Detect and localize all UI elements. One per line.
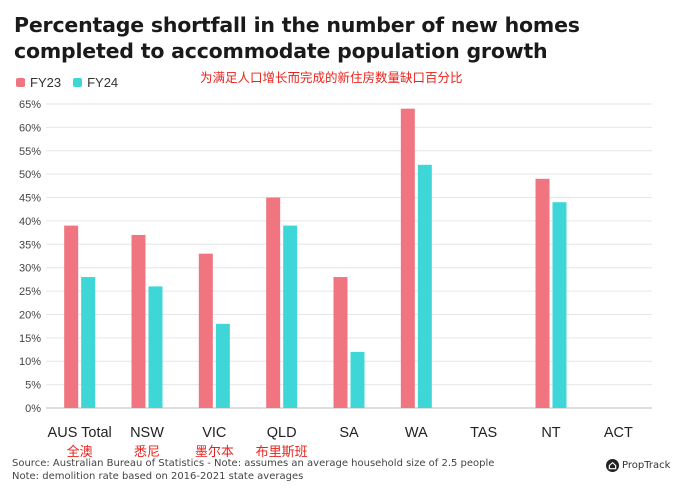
y-tick-label: 5% [25,380,41,392]
demolition-note: Note: demolition rate based on 2016-2021… [12,471,304,482]
x-tick-label: ACT [604,425,633,441]
y-tick-label: 65% [19,99,41,111]
y-tick-label: 45% [19,193,41,205]
source-note: Source: Australian Bureau of Statistics … [12,458,495,469]
x-tick-translation: 墨尔本 [195,445,234,458]
x-tick-label: SA [339,425,359,441]
bar-fy24 [215,323,230,408]
brand-name: PropTrack [622,460,671,471]
y-tick-label: 30% [19,263,41,275]
legend-item-fy23: FY23 [16,75,61,90]
x-tick-translation: 全澳 [67,444,93,458]
x-tick-translation: 布里斯班 [256,445,308,458]
bar-fy24 [552,202,567,408]
y-tick-label: 60% [19,122,41,134]
bar-fy23 [400,108,415,408]
chart-title: Percentage shortfall in the number of ne… [14,13,580,63]
y-tick-label: 10% [19,356,41,368]
bar-fy24 [283,225,298,408]
x-tick-label: TAS [470,425,497,441]
y-tick-label: 25% [19,286,41,298]
bar-fy23 [64,225,79,408]
chinese-title-annotation: 为满足人口增长而完成的新住房数量缺口百分比 [200,70,463,85]
y-tick-label: 15% [19,333,41,345]
x-tick-label: NSW [130,425,164,441]
legend-item-fy24: FY24 [73,75,118,90]
y-tick-label: 55% [19,146,41,158]
legend-label-fy23: FY23 [30,74,62,90]
bar-chart: 0% 5% 10% 15% 20% 25% 30% 35% 40% 45% 50% 55% 60% 65%… [19,99,652,458]
legend-label-fy24: FY24 [87,74,119,90]
x-tick-label: WA [405,425,428,441]
x-tick-label: NT [541,425,560,441]
x-tick-translation: 悉尼 [134,445,160,458]
legend: FY23 FY24 [16,74,130,90]
bar-fy23 [333,277,348,408]
bar-fy23 [131,234,146,408]
proptrack-logo-icon [606,459,619,472]
y-tick-label: 0% [25,403,41,415]
y-tick-label: 35% [19,239,41,251]
bar-fy24 [350,351,365,408]
legend-swatch-fy23 [16,77,25,87]
x-tick-label: AUS Total [48,425,112,441]
y-tick-label: 20% [19,309,41,321]
y-tick-label: 50% [19,169,41,181]
legend-swatch-fy24 [73,77,83,87]
bar-fy24 [81,277,96,408]
brand: PropTrack [606,459,670,472]
bar-fy23 [266,197,281,408]
x-tick-label: VIC [202,425,226,441]
bar-fy24 [417,164,432,408]
bar-fy24 [148,286,163,408]
bar-fy23 [535,178,550,408]
y-tick-label: 40% [19,216,41,228]
x-tick-label: QLD [267,425,297,441]
bar-fy23 [198,253,213,408]
